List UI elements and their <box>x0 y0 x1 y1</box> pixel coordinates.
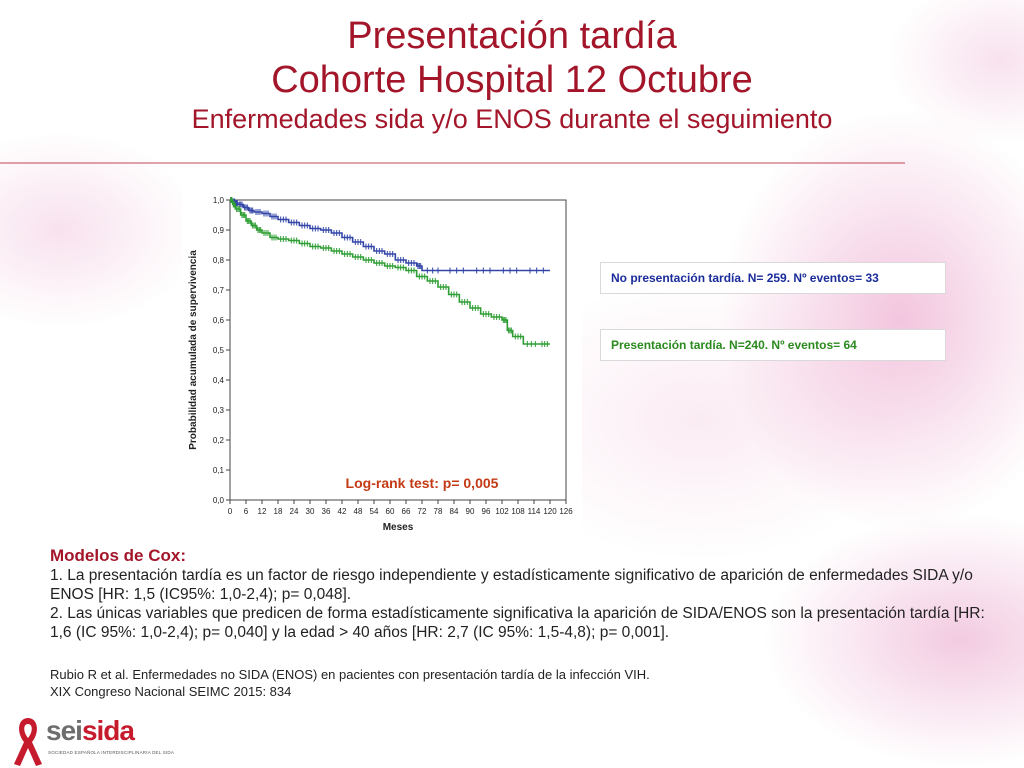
x-tick-label: 108 <box>511 507 525 516</box>
x-tick-label: 42 <box>338 507 347 516</box>
legend-late: Presentación tardía. N=240. Nº eventos= … <box>600 329 946 361</box>
x-tick-label: 6 <box>244 507 249 516</box>
cox-point-1: 1. La presentación tardía es un factor d… <box>50 567 973 603</box>
x-tick-label: 84 <box>450 507 459 516</box>
cox-point-2: 2. Las únicas variables que predicen de … <box>50 605 985 641</box>
y-tick-label: 0,7 <box>213 286 225 295</box>
y-tick-label: 0,8 <box>213 256 225 265</box>
x-tick-label: 36 <box>322 507 331 516</box>
logrank-annotation: Log-rank test: p= 0,005 <box>346 475 499 491</box>
y-tick-label: 0,2 <box>213 436 225 445</box>
title-block: Presentación tardía Cohorte Hospital 12 … <box>0 14 1024 136</box>
logo-part-sida: sida <box>81 715 135 746</box>
title-divider <box>0 162 905 164</box>
x-tick-label: 24 <box>290 507 299 516</box>
x-tick-label: 78 <box>434 507 443 516</box>
x-tick-label: 18 <box>274 507 283 516</box>
x-tick-label: 60 <box>386 507 395 516</box>
y-tick-label: 0,1 <box>213 466 225 475</box>
logo-part-sei: sei <box>46 715 83 746</box>
y-tick-label: 0,4 <box>213 376 225 385</box>
y-tick-label: 0,9 <box>213 226 225 235</box>
slide-title-line2: Cohorte Hospital 12 Octubre <box>271 59 753 101</box>
cox-title: Modelos de Cox: <box>50 546 187 565</box>
x-tick-label: 54 <box>370 507 379 516</box>
logo-wordmark: seisida <box>46 714 135 748</box>
slide-subtitle: Enfermedades sida y/o ENOS durante el se… <box>191 104 833 134</box>
x-axis-title: Meses <box>383 522 414 533</box>
x-tick-label: 90 <box>466 507 475 516</box>
y-axis-title: Probabilidad acumulada de supervivencia <box>188 250 199 450</box>
x-tick-label: 96 <box>482 507 491 516</box>
x-tick-label: 120 <box>543 507 557 516</box>
y-tick-label: 0,3 <box>213 406 225 415</box>
x-tick-label: 66 <box>402 507 411 516</box>
y-tick-label: 0,5 <box>213 346 225 355</box>
x-tick-label: 48 <box>354 507 363 516</box>
red-ribbon-icon <box>14 718 42 766</box>
logo-subtitle: SOCIEDAD ESPAÑOLA INTERDISCIPLINARIA DEL… <box>48 750 175 755</box>
cox-models: Modelos de Cox: 1. La presentación tardí… <box>50 545 990 642</box>
y-tick-label: 0,0 <box>213 496 225 505</box>
y-tick-label: 0,6 <box>213 316 225 325</box>
km-chart: 0,0 0,1 0,2 0,3 0,4 0,5 0,6 0,7 0,8 0,9 1,0 0 6 12 18 2… <box>182 180 582 554</box>
km-curve-series-0 <box>230 199 550 272</box>
x-tick-label: 102 <box>495 507 509 516</box>
km-chart-svg: 0,0 0,1 0,2 0,3 0,4 0,5 0,6 0,7 0,8 0,9 1,0 0 6 12 18 2… <box>188 196 573 533</box>
reference-line2: XIX Congreso Nacional SEIMC 2015: 834 <box>50 684 292 699</box>
legend-no-late: No presentación tardía. N= 259. Nº event… <box>600 262 946 294</box>
x-tick-label: 72 <box>418 507 427 516</box>
x-tick-label: 12 <box>258 507 267 516</box>
km-curve-series-1 <box>230 199 550 345</box>
reference-line1: Rubio R et al. Enfermedades no SIDA (ENO… <box>50 667 650 682</box>
x-tick-label: 114 <box>528 507 541 516</box>
x-tick-label: 30 <box>306 507 315 516</box>
x-tick-label: 126 <box>559 507 573 516</box>
y-tick-label: 1,0 <box>213 196 225 205</box>
plot-frame <box>229 199 567 501</box>
x-tick-label: 0 <box>228 507 233 516</box>
slide-title: Presentación tardía <box>347 15 677 57</box>
reference: Rubio R et al. Enfermedades no SIDA (ENO… <box>50 666 950 700</box>
seisida-logo: seisida SOCIEDAD ESPAÑOLA INTERDISCIPLIN… <box>10 712 174 768</box>
